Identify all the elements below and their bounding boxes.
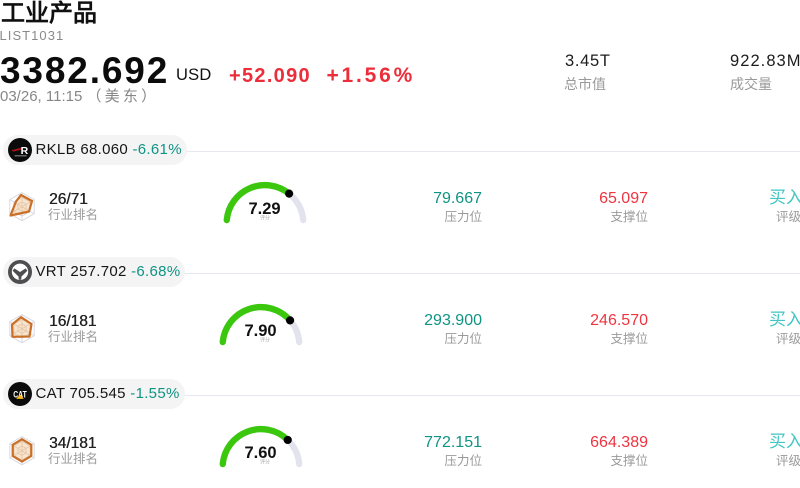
svg-text:R: R <box>21 145 29 157</box>
